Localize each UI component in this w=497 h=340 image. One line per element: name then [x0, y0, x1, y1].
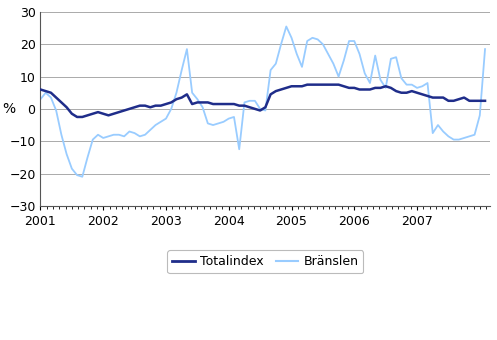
Bränslen	[59, 133, 65, 137]
Bränslen	[388, 57, 394, 61]
Bränslen	[80, 175, 85, 179]
Totalindex	[304, 83, 310, 87]
Bränslen	[257, 107, 263, 111]
Totalindex	[482, 99, 488, 103]
Bränslen	[90, 138, 96, 142]
Totalindex	[388, 86, 394, 90]
Totalindex	[424, 94, 430, 98]
Totalindex	[90, 112, 96, 116]
Bränslen	[283, 24, 289, 29]
Totalindex	[257, 108, 263, 113]
Legend: Totalindex, Bränslen: Totalindex, Bränslen	[167, 250, 363, 273]
Totalindex	[59, 100, 65, 104]
Line: Totalindex: Totalindex	[40, 85, 485, 117]
Line: Bränslen: Bränslen	[40, 27, 485, 177]
Bränslen	[482, 47, 488, 51]
Totalindex	[74, 115, 80, 119]
Bränslen	[37, 97, 43, 101]
Bränslen	[424, 81, 430, 85]
Y-axis label: %: %	[2, 102, 15, 116]
Bränslen	[48, 96, 54, 100]
Totalindex	[37, 87, 43, 91]
Totalindex	[48, 91, 54, 95]
